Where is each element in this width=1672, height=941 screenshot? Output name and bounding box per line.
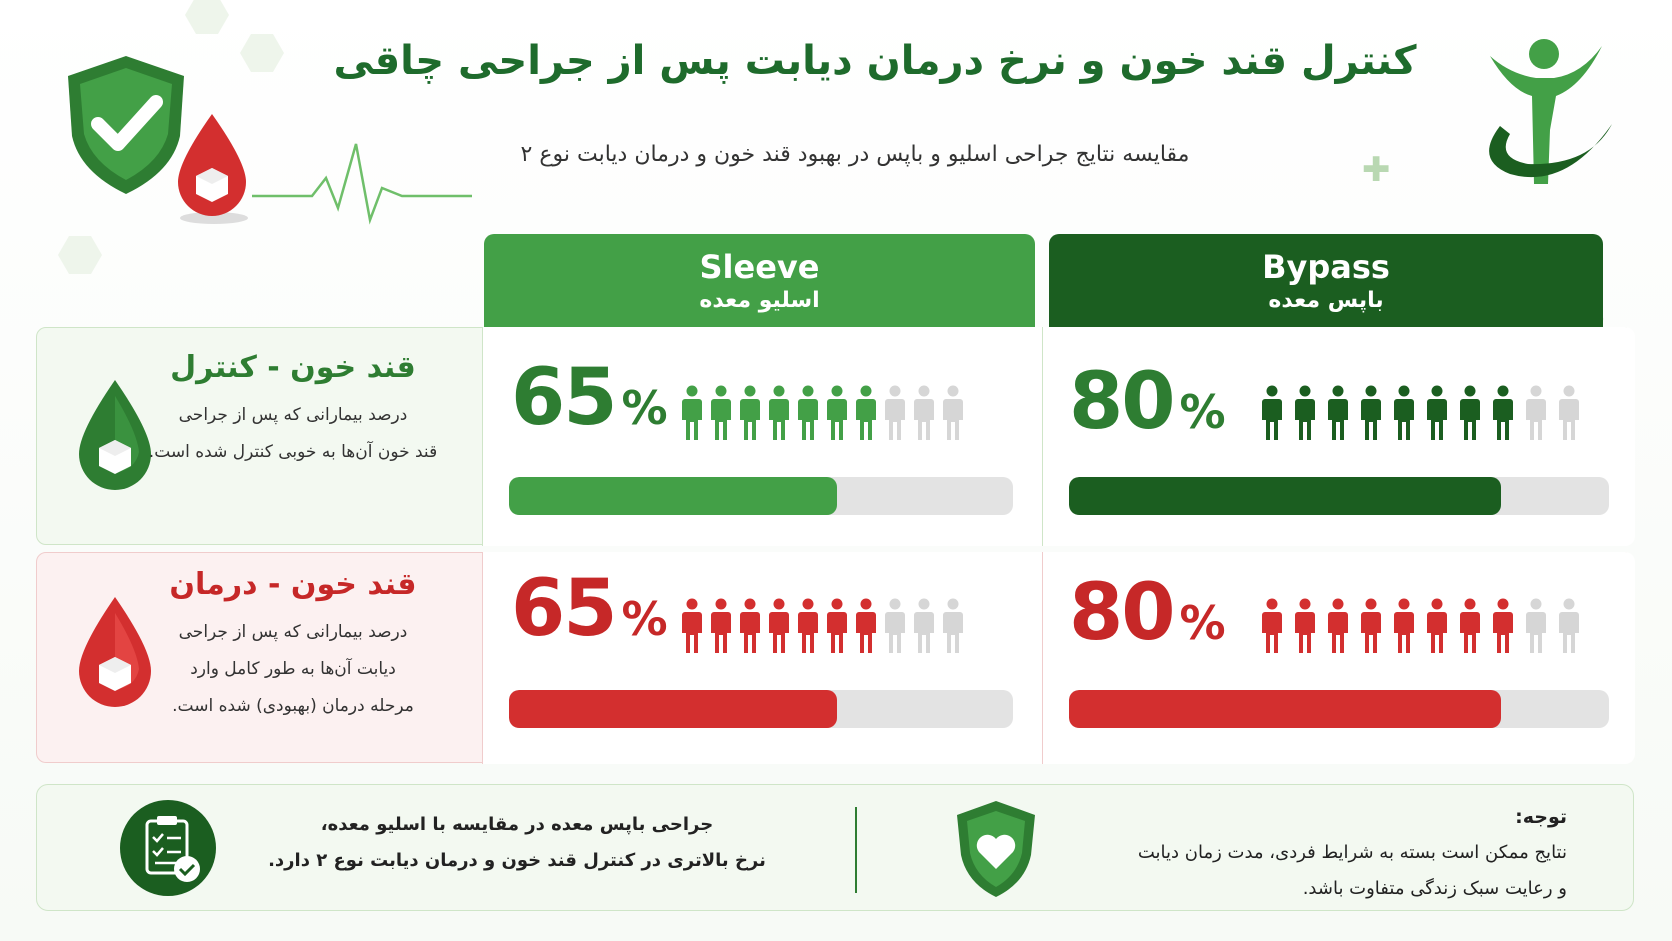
row-description: درصد بیمارانی که پس از جراحی قند خون آن‌… <box>148 405 438 462</box>
person-icon-filled <box>1459 598 1481 660</box>
hex-decoration <box>58 236 102 274</box>
progress-fill <box>509 689 837 728</box>
page-subtitle: مقایسه نتایج جراحی اسلیو و باپس در بهبود… <box>520 142 1190 167</box>
progress-bar <box>1069 689 1609 728</box>
person-icon-filled <box>1360 385 1382 447</box>
person-icon-filled <box>739 598 761 660</box>
row-label: قند خون - درمان درصد بیمارانی که پس از ج… <box>123 567 463 725</box>
person-icon-filled <box>1459 385 1481 447</box>
progress-fill <box>1069 689 1501 728</box>
person-icon-filled <box>826 598 848 660</box>
note-text: توجه: نتایج ممکن است بسته به شرایط فردی،… <box>1077 799 1567 907</box>
column-title-en: Sleeve <box>699 248 820 286</box>
shield-check-icon <box>68 56 184 194</box>
person-icon-filled <box>1426 598 1448 660</box>
heartbeat-line-icon <box>252 143 472 225</box>
progress-fill <box>509 476 837 515</box>
summary-text: جراحی باپس معده در مقایسه با اسلیو معده،… <box>268 814 766 871</box>
person-icon-filled <box>1360 598 1382 660</box>
hex-decoration <box>240 34 284 72</box>
person-icon-filled <box>797 385 819 447</box>
person-icon-filled <box>1492 598 1514 660</box>
person-icon-empty <box>884 598 906 660</box>
percent-value: 80% <box>1069 356 1226 447</box>
hex-decoration <box>185 0 229 34</box>
cell-bypass-treatment: 80% <box>1043 551 1635 764</box>
person-icon-empty <box>942 385 964 447</box>
person-icon-empty <box>913 385 935 447</box>
footer-divider <box>855 807 857 893</box>
row-description: درصد بیمارانی که پس از جراحی دیابت آن‌ها… <box>172 622 414 716</box>
person-icon-empty <box>942 598 964 660</box>
row-control: قند خون - کنترل درصد بیمارانی که پس از ج… <box>36 326 1635 546</box>
cell-sleeve-treatment: 65% <box>482 551 1043 764</box>
people-icons <box>1261 598 1580 660</box>
column-title-fa: اسلیو معده <box>699 288 820 313</box>
row-treatment: قند خون - درمان درصد بیمارانی که پس از ج… <box>36 551 1635 764</box>
red-drop-icon <box>79 597 151 707</box>
person-icon-filled <box>1393 598 1415 660</box>
person-icon-filled <box>681 385 703 447</box>
note-title: توجه: <box>1515 806 1567 828</box>
person-icon-filled <box>826 385 848 447</box>
person-icon-filled <box>710 385 732 447</box>
green-drop-icon <box>79 380 151 490</box>
row-title: قند خون - کنترل <box>170 350 416 385</box>
person-icon-empty <box>884 385 906 447</box>
person-icon-filled <box>681 598 703 660</box>
blood-drop-icon <box>178 114 248 224</box>
person-icon-empty <box>1558 385 1580 447</box>
clipboard-check-icon <box>120 800 216 896</box>
percent-value: 65% <box>511 563 668 654</box>
cell-bypass-control: 80% <box>1043 326 1635 546</box>
person-icon-filled <box>797 598 819 660</box>
cell-sleeve-control: 65% <box>482 326 1043 546</box>
row-title: قند خون - درمان <box>169 567 417 602</box>
people-icons <box>681 598 964 660</box>
row-label: قند خون - کنترل درصد بیمارانی که پس از ج… <box>123 350 463 471</box>
footer-panel: جراحی باپس معده در مقایسه با اسلیو معده،… <box>36 784 1634 911</box>
column-header-sleeve: Sleeve اسلیو معده <box>484 234 1035 330</box>
shield-heart-icon <box>957 801 1035 897</box>
plus-icon: ✚ <box>1362 150 1391 190</box>
person-icon-filled <box>1327 598 1349 660</box>
column-header-bypass: Bypass باپس معده <box>1049 234 1603 330</box>
person-icon-filled <box>1294 598 1316 660</box>
person-icon-filled <box>1393 385 1415 447</box>
percent-value: 80% <box>1069 567 1226 658</box>
column-title-fa: باپس معده <box>1268 288 1384 313</box>
people-icons <box>681 385 964 447</box>
person-icon-filled <box>768 385 790 447</box>
person-icon-empty <box>913 598 935 660</box>
person-icon-filled <box>768 598 790 660</box>
progress-bar <box>509 689 1013 728</box>
people-icons <box>1261 385 1580 447</box>
person-icon-empty <box>1525 385 1547 447</box>
percent-value: 65% <box>511 352 668 443</box>
person-icon-filled <box>1327 385 1349 447</box>
person-icon-filled <box>855 385 877 447</box>
progress-bar <box>1069 476 1609 515</box>
person-icon-empty <box>1558 598 1580 660</box>
person-logo-icon <box>1489 39 1612 184</box>
person-icon-filled <box>1294 385 1316 447</box>
person-icon-filled <box>1261 598 1283 660</box>
progress-bar <box>509 476 1013 515</box>
person-icon-filled <box>739 385 761 447</box>
person-icon-filled <box>855 598 877 660</box>
column-title-en: Bypass <box>1262 248 1390 286</box>
person-icon-filled <box>1426 385 1448 447</box>
person-icon-filled <box>1261 385 1283 447</box>
person-icon-filled <box>1492 385 1514 447</box>
person-icon-empty <box>1525 598 1547 660</box>
person-icon-filled <box>710 598 732 660</box>
page-title: کنترل قند خون و نرخ درمان دیابت پس از جر… <box>333 38 1417 84</box>
progress-fill <box>1069 476 1501 515</box>
